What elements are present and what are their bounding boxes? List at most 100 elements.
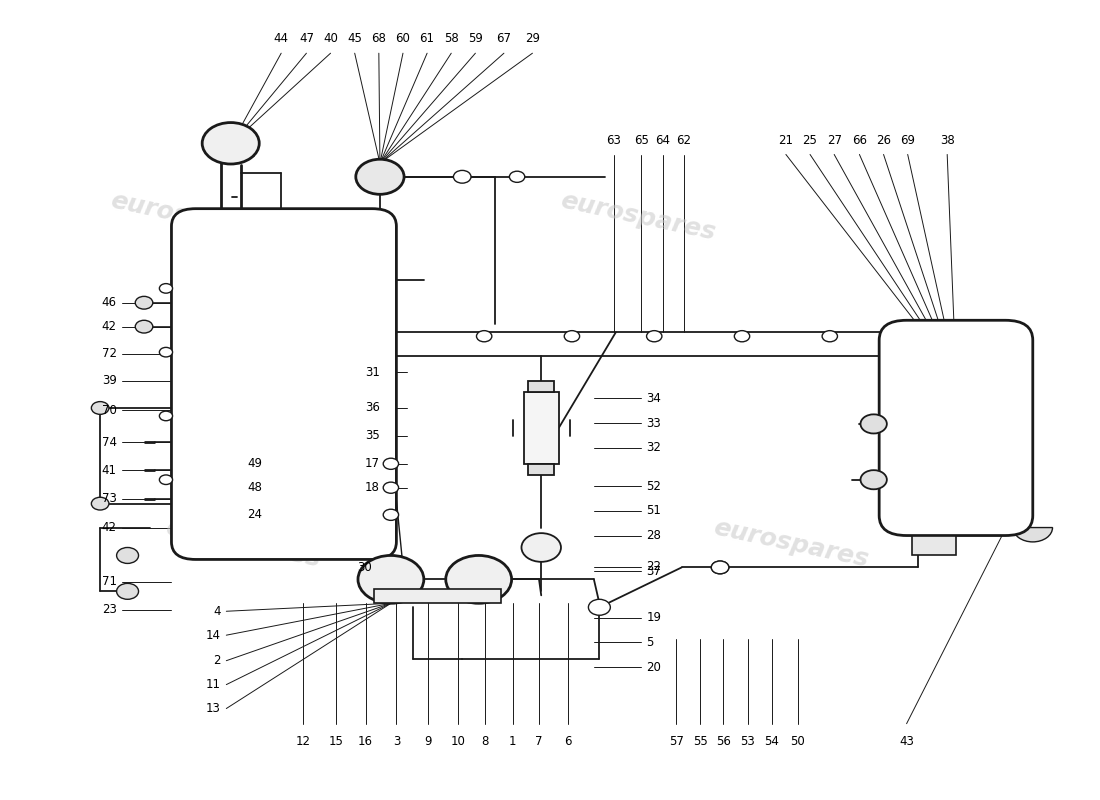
Bar <box>528 381 554 392</box>
Text: 50: 50 <box>791 734 805 748</box>
Circle shape <box>564 330 580 342</box>
Circle shape <box>160 411 173 421</box>
Text: 53: 53 <box>740 734 755 748</box>
Text: 19: 19 <box>647 611 661 624</box>
Text: 45: 45 <box>348 32 362 46</box>
Text: 57: 57 <box>669 734 683 748</box>
Text: 47: 47 <box>299 32 314 46</box>
Text: 74: 74 <box>101 436 117 449</box>
Text: 3: 3 <box>393 734 400 748</box>
Circle shape <box>160 475 173 485</box>
Wedge shape <box>1013 527 1053 542</box>
Text: 10: 10 <box>450 734 465 748</box>
Text: 28: 28 <box>647 529 661 542</box>
Text: 16: 16 <box>359 734 373 748</box>
FancyBboxPatch shape <box>879 320 1033 535</box>
Text: 12: 12 <box>296 734 310 748</box>
FancyBboxPatch shape <box>172 209 396 559</box>
Text: 56: 56 <box>716 734 730 748</box>
Text: 24: 24 <box>248 508 263 522</box>
Text: 67: 67 <box>496 32 512 46</box>
Text: 55: 55 <box>693 734 707 748</box>
Text: 2: 2 <box>213 654 221 667</box>
Circle shape <box>117 583 139 599</box>
Circle shape <box>383 482 398 494</box>
Circle shape <box>588 599 610 615</box>
Text: 18: 18 <box>365 481 380 494</box>
Circle shape <box>117 547 139 563</box>
Circle shape <box>647 330 662 342</box>
Bar <box>912 535 956 555</box>
Text: 54: 54 <box>764 734 779 748</box>
Text: 5: 5 <box>647 636 653 649</box>
Circle shape <box>509 171 525 182</box>
Bar <box>528 464 554 475</box>
Circle shape <box>735 330 750 342</box>
Text: 39: 39 <box>101 374 117 387</box>
Text: 46: 46 <box>101 296 117 310</box>
Circle shape <box>202 122 260 164</box>
Text: 73: 73 <box>101 492 117 506</box>
Text: 43: 43 <box>899 734 914 748</box>
Text: 1: 1 <box>509 734 516 748</box>
Text: 42: 42 <box>101 320 117 333</box>
Text: eurospares: eurospares <box>108 189 267 245</box>
Text: 68: 68 <box>372 32 386 46</box>
Text: 61: 61 <box>419 32 435 46</box>
Text: 31: 31 <box>365 366 380 378</box>
Circle shape <box>860 414 887 434</box>
Circle shape <box>446 555 512 603</box>
Text: 7: 7 <box>536 734 542 748</box>
Text: 35: 35 <box>365 430 380 442</box>
Text: 65: 65 <box>634 134 649 147</box>
Text: 70: 70 <box>101 404 117 417</box>
Text: 41: 41 <box>101 464 117 477</box>
Circle shape <box>822 330 837 342</box>
Text: 13: 13 <box>206 702 221 715</box>
Text: 34: 34 <box>647 392 661 405</box>
Text: 25: 25 <box>803 134 817 146</box>
Circle shape <box>453 170 471 183</box>
Text: 15: 15 <box>329 734 343 748</box>
Text: 4: 4 <box>213 605 221 618</box>
Circle shape <box>383 510 398 520</box>
Text: 58: 58 <box>444 32 459 46</box>
Text: 9: 9 <box>425 734 432 748</box>
Text: 8: 8 <box>482 734 490 748</box>
Text: 30: 30 <box>358 561 372 574</box>
Circle shape <box>160 284 173 293</box>
Text: 11: 11 <box>206 678 221 691</box>
Bar <box>374 589 500 603</box>
Text: 66: 66 <box>851 134 867 146</box>
Text: 63: 63 <box>606 134 621 147</box>
Text: 71: 71 <box>101 575 117 588</box>
Text: 52: 52 <box>647 479 661 493</box>
Circle shape <box>521 533 561 562</box>
Circle shape <box>355 159 404 194</box>
Text: 23: 23 <box>101 603 117 616</box>
Circle shape <box>383 458 398 470</box>
Text: eurospares: eurospares <box>558 189 717 245</box>
Text: 40: 40 <box>323 32 338 46</box>
Circle shape <box>712 561 729 574</box>
Circle shape <box>91 498 109 510</box>
Circle shape <box>135 296 153 309</box>
Text: 27: 27 <box>827 134 842 146</box>
Circle shape <box>476 330 492 342</box>
Text: 64: 64 <box>656 134 671 147</box>
Text: 36: 36 <box>365 402 380 414</box>
Circle shape <box>712 561 729 574</box>
Text: 37: 37 <box>647 565 661 578</box>
Text: 33: 33 <box>647 417 661 430</box>
Text: 48: 48 <box>248 481 263 494</box>
Text: 44: 44 <box>274 32 288 46</box>
Text: 59: 59 <box>468 32 483 46</box>
Circle shape <box>160 347 173 357</box>
Circle shape <box>860 470 887 490</box>
Text: 60: 60 <box>396 32 410 46</box>
Text: eurospares: eurospares <box>712 515 871 572</box>
Text: 62: 62 <box>676 134 692 147</box>
Text: 69: 69 <box>900 134 915 146</box>
Text: 32: 32 <box>647 442 661 454</box>
Circle shape <box>135 320 153 333</box>
